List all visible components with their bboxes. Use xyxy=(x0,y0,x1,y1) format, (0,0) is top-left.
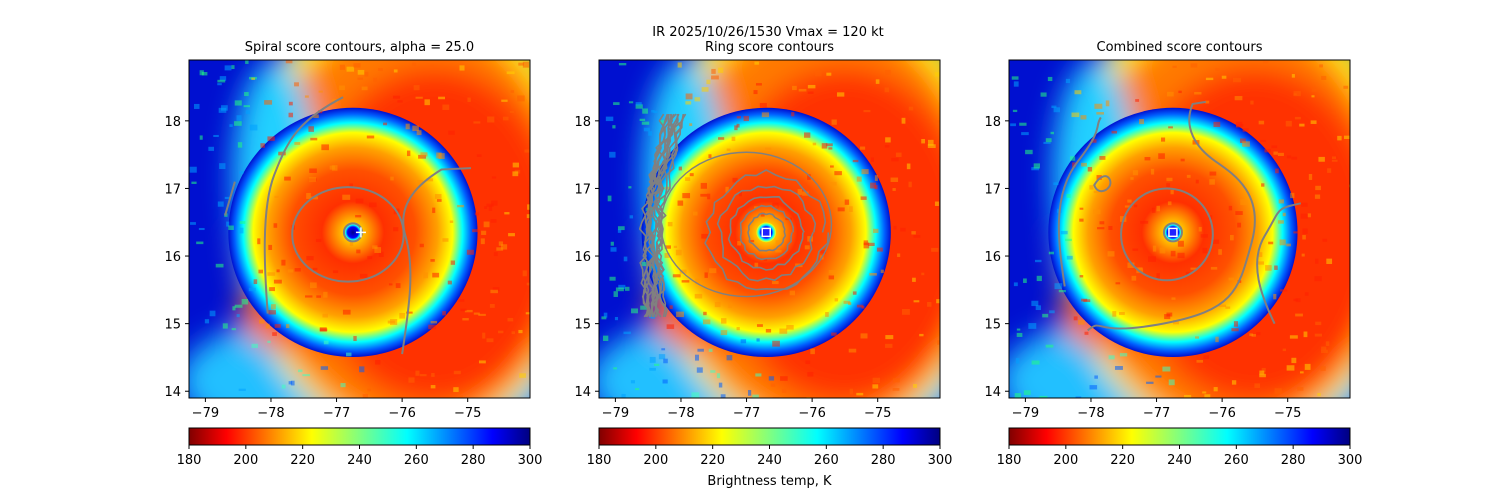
storm-eye xyxy=(343,222,363,243)
x-tick-label: −78 xyxy=(1077,406,1104,421)
colorbar-tick-label: 240 xyxy=(347,453,372,468)
spiral-contour-west xyxy=(263,96,344,314)
x-tick-label: −78 xyxy=(257,406,284,421)
panel-title: Combined score contours xyxy=(1097,40,1263,55)
cloud-texture xyxy=(601,61,940,398)
y-tick-label: 15 xyxy=(984,318,1001,333)
x-axis: −79 −78 −77 −76 −75 xyxy=(602,398,891,421)
colorbar-tick-label: 260 xyxy=(814,453,839,468)
center-marker xyxy=(761,227,771,238)
panel-title: Ring score contours xyxy=(705,40,834,55)
colorbar-tick-label: 300 xyxy=(518,453,543,468)
y-tick-label: 14 xyxy=(164,385,181,400)
colorbar-tick-label: 180 xyxy=(997,453,1022,468)
combined-contour-arc xyxy=(1087,100,1256,332)
x-tick-label: −77 xyxy=(733,406,760,421)
y-tick-label: 18 xyxy=(164,115,181,130)
colorbar-tick-label: 240 xyxy=(1167,453,1192,468)
colorbar-label: Brightness temp, K xyxy=(707,474,832,489)
combined-contour-ring xyxy=(1120,187,1214,282)
axes-frame xyxy=(598,59,941,399)
colorbar: 180 200 220 240 260 280 300 xyxy=(177,427,543,468)
colorbar-tick-label: 220 xyxy=(700,453,725,468)
x-tick-label: −79 xyxy=(192,406,219,421)
y-tick-label: 14 xyxy=(574,385,591,400)
spiral-contour-east xyxy=(401,167,472,355)
panel-2: Ring score contours −79 −78 −77 −76 −75 14 15 16… xyxy=(574,40,953,489)
colorbar-tick-label: 280 xyxy=(461,453,486,468)
y-tick-label: 16 xyxy=(984,250,1001,265)
colorbar-tick-label: 260 xyxy=(404,453,429,468)
y-axis: 14 15 16 17 18 xyxy=(164,115,189,400)
score-contours xyxy=(638,113,833,318)
colorbar-tick-label: 260 xyxy=(1224,453,1249,468)
x-tick-label: −76 xyxy=(388,406,415,421)
y-tick-label: 16 xyxy=(574,250,591,265)
y-tick-label: 15 xyxy=(164,318,181,333)
x-tick-label: −76 xyxy=(798,406,825,421)
figure-suptitle: IR 2025/10/26/1530 Vmax = 120 kt xyxy=(652,25,883,40)
colorbar-tick-label: 180 xyxy=(587,453,612,468)
x-tick-label: −76 xyxy=(1208,406,1235,421)
y-tick-label: 18 xyxy=(984,115,1001,130)
ring-contour-rings xyxy=(704,169,830,291)
x-tick-label: −75 xyxy=(1274,406,1301,421)
panel-title: Spiral score contours, alpha = 25.0 xyxy=(245,40,474,55)
ir-image xyxy=(1009,60,1350,398)
axes-frame xyxy=(1008,59,1351,399)
spiral-contour-small xyxy=(224,181,236,216)
x-tick-label: −75 xyxy=(454,406,481,421)
center-marker xyxy=(1168,227,1178,238)
y-axis: 14 15 16 17 18 xyxy=(984,115,1009,400)
x-tick-label: −79 xyxy=(1012,406,1039,421)
axes-frame xyxy=(188,59,531,399)
y-tick-label: 17 xyxy=(164,182,181,197)
colorbar-tick-label: 220 xyxy=(1110,453,1135,468)
spiral-contour-ring xyxy=(291,186,405,283)
y-tick-label: 17 xyxy=(574,182,591,197)
colorbar-tick-label: 300 xyxy=(1338,453,1363,468)
colorbar-tick-label: 220 xyxy=(290,453,315,468)
colorbar-tick-label: 200 xyxy=(1053,453,1078,468)
combined-contour-eyewall xyxy=(1162,222,1183,243)
colorbar-tick-label: 280 xyxy=(871,453,896,468)
x-tick-label: −77 xyxy=(323,406,350,421)
ring-contour-outer xyxy=(660,151,833,298)
center-marker xyxy=(355,227,366,238)
panel-3: Combined score contours −79 −78 −77 −76 −75 14… xyxy=(984,40,1363,468)
colorbar-tick-label: 240 xyxy=(757,453,782,468)
colorbar-tick-label: 280 xyxy=(1281,453,1306,468)
colorbar-gradient xyxy=(188,427,531,446)
x-tick-label: −77 xyxy=(1143,406,1170,421)
colorbar: 180 200 220 240 260 280 300 Brightness temp, K xyxy=(587,427,953,489)
y-tick-label: 16 xyxy=(164,250,181,265)
y-tick-label: 17 xyxy=(984,182,1001,197)
score-contours xyxy=(1057,100,1302,332)
x-axis: −79 −78 −77 −76 −75 xyxy=(192,398,481,421)
ir-image xyxy=(189,60,530,398)
x-tick-label: −75 xyxy=(864,406,891,421)
combined-contour-east xyxy=(1256,202,1302,325)
combined-contour-blob xyxy=(1093,175,1112,193)
x-axis: −79 −78 −77 −76 −75 xyxy=(1012,398,1301,421)
colorbar-tick-label: 300 xyxy=(928,453,953,468)
colorbar: 180 200 220 240 260 280 300 xyxy=(997,427,1363,468)
panel-1: Spiral score contours, alpha = 25.0−79 −7… xyxy=(164,40,543,468)
colorbar-tick-label: 200 xyxy=(643,453,668,468)
colorbar-tick-label: 200 xyxy=(233,453,258,468)
score-contours xyxy=(224,96,472,355)
x-tick-label: −78 xyxy=(667,406,694,421)
ring-contour-band xyxy=(638,113,687,318)
y-tick-label: 18 xyxy=(574,115,591,130)
x-tick-label: −79 xyxy=(602,406,629,421)
colorbar-tick-label: 180 xyxy=(177,453,202,468)
cloud-texture xyxy=(189,60,530,398)
combined-contour-west xyxy=(1057,116,1102,287)
y-axis: 14 15 16 17 18 xyxy=(574,115,599,400)
y-tick-label: 15 xyxy=(574,318,591,333)
colorbar-gradient xyxy=(598,427,941,446)
colorbar-gradient xyxy=(1008,427,1351,446)
y-tick-label: 14 xyxy=(984,385,1001,400)
